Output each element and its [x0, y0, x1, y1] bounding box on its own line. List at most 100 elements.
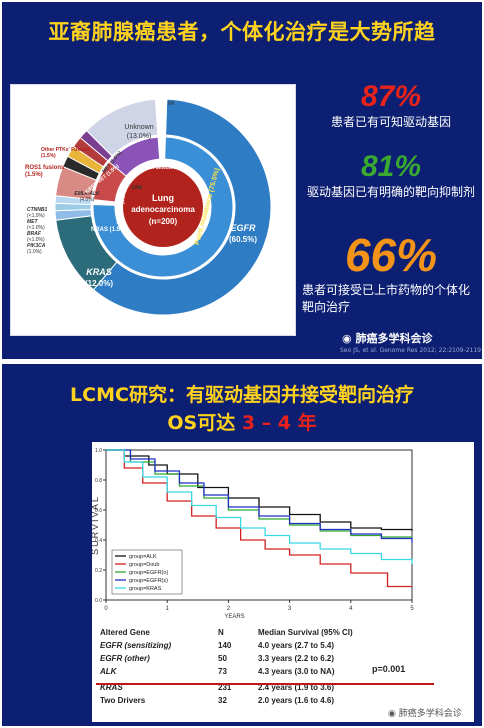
- label-ctnnb1: CTNNB1: [27, 207, 47, 213]
- stat-87: 87% 患者已有可知驱动基因: [302, 80, 480, 131]
- cell-ms: 2.0 years (1.6 to 4.6): [258, 696, 335, 705]
- stat-87-pct: 87%: [360, 80, 422, 113]
- label-not-detected: Not detected: [146, 165, 176, 171]
- label-ros1-pct: (1.5%): [25, 172, 43, 178]
- label-other-ptk: Other PTKs' Fusions: [41, 147, 90, 153]
- cell-gene: KRAS: [100, 683, 123, 692]
- stat-81-desc: 驱动基因已有明确的靶向抑制剂: [306, 185, 475, 199]
- table-row: EGFR (other) 50 3.3 years (2.2 to 6.2): [100, 652, 440, 665]
- legend-label: group=Doub: [129, 562, 159, 568]
- y-tick-label: 0.8: [95, 478, 102, 484]
- center-disc: [123, 167, 203, 247]
- survival-panel: 0.0 0.2 0.4 0.6 0.8 1.0 0 1 2 3 4 5 YEARS SURVIVAL gro…: [90, 442, 474, 722]
- header-gene: Altered Gene: [100, 628, 150, 637]
- label-braf: BRAF: [27, 231, 42, 237]
- wechat-brand-2: ◉ 肺癌多学科会诊: [388, 706, 462, 719]
- header-n: N: [218, 628, 224, 637]
- brand-label: 肺癌多学科会诊: [398, 709, 462, 719]
- driver-gene-donut-chart: Lung adenocarcinoma (n=200) EGFR (60.5%) Poin…: [10, 84, 296, 336]
- wechat-icon: ◉: [388, 709, 396, 719]
- y-tick-label: 0.4: [95, 538, 102, 544]
- label-eml4-alk: EML4-ALK: [74, 191, 100, 197]
- legend-label: group=EGFR(s): [129, 578, 168, 584]
- legend-label: group=KRAS: [129, 586, 162, 592]
- y-tick-label: 1.0: [95, 448, 102, 454]
- slide-lcmc: LCMC研究：有驱动基因并接受靶向治疗 OS可达 3 – 4 年 0.0 0.2 0…: [2, 364, 482, 726]
- y-axis-label: SURVIVAL: [92, 495, 100, 555]
- label-ctnnb1-pct: (<1.0%): [27, 213, 45, 219]
- table-row: EGFR (sensitizing) 140 4.0 years (2.7 to…: [100, 639, 440, 652]
- legend-label: group=EGFR(o): [129, 570, 168, 576]
- label-eml4-alk-pct: (4.0%): [80, 197, 95, 203]
- km-line-groupkras: [106, 449, 413, 564]
- km-line-groupegfrs: [106, 449, 413, 543]
- slide2-title: LCMC研究：有驱动基因并接受靶向治疗: [70, 384, 414, 406]
- cell-gene: Two Drivers: [100, 696, 146, 705]
- p-value: p=0.001: [372, 664, 406, 674]
- cell-ms: 2.4 years (1.9 to 3.6): [258, 683, 335, 692]
- brand-label: 肺癌多学科会诊: [355, 332, 433, 345]
- legend-label: group=ALK: [129, 554, 157, 560]
- ring-not-detected: [108, 136, 161, 177]
- slice-egfr: [92, 98, 272, 316]
- cell-n: 50: [218, 654, 227, 663]
- ring-point-mutations: [92, 136, 234, 278]
- table-row: Two Drivers 32 2.0 years (1.6 to 4.6): [100, 694, 440, 707]
- cell-gene: ALK: [100, 667, 117, 676]
- subtitle-highlight: 3 – 4 年: [241, 412, 317, 434]
- table-row: KRAS 231 2.4 years (1.9 to 3.6): [100, 681, 440, 694]
- slide2-subtitle: OS可达 3 – 4 年: [2, 408, 482, 435]
- label-met-pct: (<1.0%): [27, 225, 45, 231]
- donut-svg: Lungadenocarcinoma(n=200)EGFR(60.5%)Poin…: [25, 98, 272, 316]
- slide-prevalence: 亚裔肺腺癌患者，个体化治疗是大势所趋 Lung adenocarcinoma (n=…: [2, 2, 482, 359]
- plot-frame: [105, 449, 413, 601]
- label-na: NA: [168, 101, 176, 107]
- y-tick-label: 0.2: [95, 568, 102, 574]
- label-other-ptk-pct: (1.5%): [41, 153, 56, 159]
- highlight-rule: [96, 683, 434, 685]
- x-tick-label: 2: [227, 606, 231, 612]
- y-tick-label: 0.6: [95, 508, 102, 514]
- x-axis-label: YEARS: [224, 614, 244, 620]
- subtitle-prefix: OS可达: [167, 412, 242, 434]
- header-ms: Median Survival (95% CI): [258, 628, 353, 637]
- x-tick-label: 3: [288, 606, 292, 612]
- table-row: ALK 73 4.3 years (3.0 to NA): [100, 665, 440, 678]
- wechat-brand: ◉ 肺癌多学科会诊: [342, 330, 432, 346]
- cell-ms: 3.3 years (2.2 to 6.2): [258, 654, 335, 663]
- stat-81: 81% 驱动基因已有明确的靶向抑制剂: [302, 150, 480, 201]
- label-ros1: ROS1 fusions: [25, 165, 65, 171]
- cell-n: 32: [218, 696, 227, 705]
- x-tick-label: 4: [349, 606, 353, 612]
- stat-81-pct: 81%: [360, 150, 422, 183]
- label-kras-pct: (12.0%): [85, 279, 113, 288]
- stat-66: 66% 患者可接受已上市药物的个体化靶向治疗: [302, 228, 480, 316]
- cell-ms: 4.0 years (2.7 to 5.4): [258, 641, 335, 650]
- cell-n: 231: [218, 683, 232, 692]
- label-unknown: Unknown: [124, 124, 153, 131]
- label-kras: KRAS: [86, 267, 112, 277]
- cell-n: 73: [218, 667, 227, 676]
- label-unknown-pct: (13.0%): [127, 133, 152, 140]
- km-line-groupdoub: [106, 449, 412, 588]
- x-tick-label: 5: [410, 606, 414, 612]
- km-line-groupegfro: [106, 449, 412, 538]
- label-egfr-pct: (60.5%): [229, 235, 257, 244]
- center-label: adenocarcinoma: [131, 205, 195, 214]
- slice-na: [154, 98, 168, 136]
- wechat-icon: ◉: [342, 332, 352, 345]
- stat-66-pct: 66%: [344, 229, 438, 281]
- stat-87-desc: 患者已有可知驱动基因: [330, 115, 451, 129]
- cell-ms: 4.3 years (3.0 to NA): [258, 667, 335, 676]
- x-tick-label: 1: [166, 606, 170, 612]
- stat-66-desc: 患者可接受已上市药物的个体化靶向治疗: [302, 283, 471, 314]
- survival-table: Altered Gene N Median Survival (95% CI) …: [100, 626, 440, 707]
- slide1-title: 亚裔肺腺癌患者，个体化治疗是大势所趋: [48, 20, 436, 44]
- x-tick-label: 0: [104, 606, 108, 612]
- label-cna: CNA: [132, 185, 143, 191]
- label-pik3ca: PIK3CA: [27, 243, 46, 249]
- cell-gene: EGFR (sensitizing): [100, 641, 172, 650]
- y-tick-label: 0.0: [95, 598, 102, 604]
- label-met: MET: [27, 219, 39, 225]
- citation: Seo JS, et al. Genome Res 2012; 22:2109-…: [340, 347, 482, 354]
